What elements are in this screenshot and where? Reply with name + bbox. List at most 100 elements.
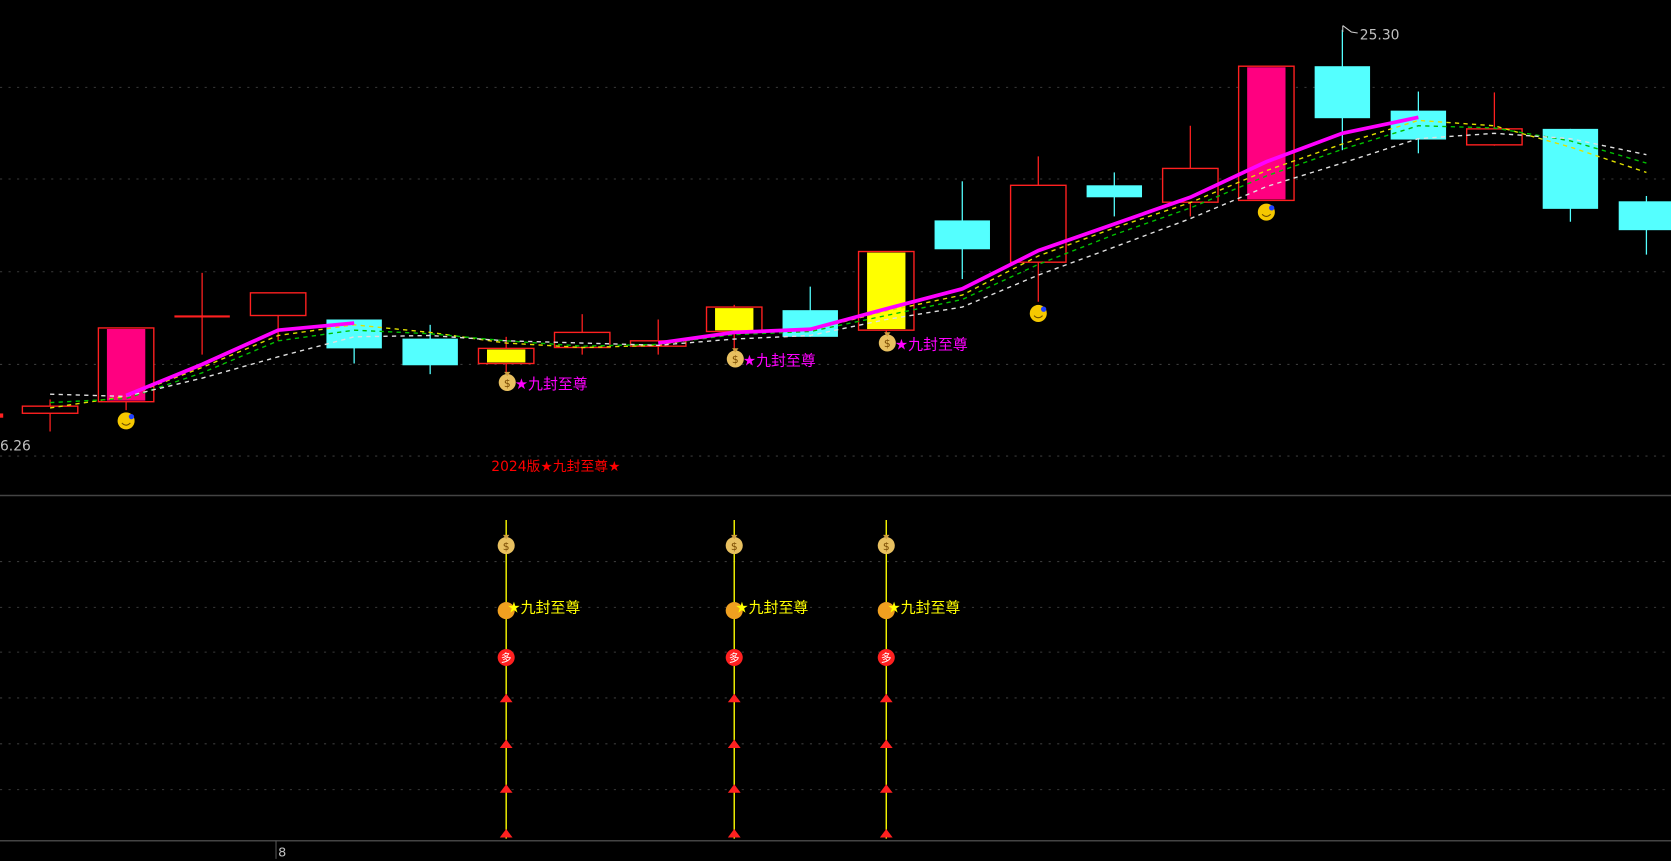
up-arrow-icon (499, 784, 513, 793)
candle-body-fill (867, 252, 906, 330)
candle (1237, 65, 1295, 202)
ma-line-yellow (49, 119, 1647, 409)
duo-badge-icon (725, 648, 743, 666)
bag-body (726, 350, 744, 368)
dollar-sign: $ (504, 377, 511, 390)
up-arrow-icon (727, 829, 741, 838)
signal-label: ★九封至尊 (743, 351, 816, 369)
smiley-icon (1029, 304, 1047, 322)
bag-body (877, 537, 895, 555)
sub-signal-label: ★九封至尊 (735, 599, 808, 617)
flag-icon (1342, 25, 1358, 34)
duo-badge-icon (497, 648, 515, 666)
candle-body (1086, 185, 1143, 198)
rocket-face-icon (725, 602, 743, 620)
bag-tie (884, 332, 891, 337)
candle-body-fill (486, 349, 526, 363)
candle (934, 181, 990, 280)
smiley-mouth (1033, 315, 1043, 319)
up-arrow-icon (879, 739, 893, 749)
bag-tie (731, 534, 738, 540)
candle-body (934, 220, 990, 250)
candle-body (249, 292, 307, 317)
signal-label: ★九封至尊 (895, 335, 968, 353)
candle (97, 327, 155, 411)
candlesticks (21, 29, 1671, 432)
money-bag-icon: $ (877, 534, 895, 555)
candle-body-fill (715, 308, 754, 331)
grid-lines (0, 86, 1671, 791)
up-arrow-icon (499, 829, 513, 838)
candle (1618, 195, 1671, 255)
high-price-label: 25.30 (1360, 27, 1400, 43)
smiley-eye (1040, 306, 1047, 312)
bag-body (497, 537, 515, 555)
sub-signal-label: ★九封至尊 (887, 599, 960, 617)
signal-markers: $ ★九封至尊 $ ★九封至尊 $ ★九封至尊 (117, 203, 1275, 430)
bag-tie (504, 371, 511, 377)
candle-body (1465, 128, 1523, 146)
bag-tie (732, 348, 739, 353)
smiley-mouth (121, 422, 131, 426)
money-bag-icon: $ (725, 534, 743, 555)
candle (1009, 156, 1067, 302)
candle-body (21, 405, 79, 414)
candle (249, 292, 307, 341)
dollar-sign: $ (503, 540, 510, 553)
duo-badge-text: 多 (881, 652, 892, 665)
candle-body (1314, 66, 1371, 119)
x-axis-tick-label: 8 (278, 846, 286, 861)
bag-body (498, 373, 516, 392)
up-arrow-icon (727, 739, 741, 749)
bag-tie (883, 534, 890, 540)
smiley-eye (1269, 205, 1275, 211)
candle (553, 314, 611, 355)
up-arrow-icon (499, 693, 513, 703)
up-arrow-icon (879, 784, 893, 793)
ma-line-magenta (125, 115, 1419, 398)
up-arrow-icon (879, 693, 893, 703)
signal-label: ★九封至尊 (515, 375, 588, 393)
candle-body-fill (1247, 67, 1286, 200)
up-arrow-icon (727, 693, 741, 703)
candle (1314, 29, 1371, 151)
ma-line-green (50, 125, 1647, 404)
up-arrow-icon (727, 784, 741, 793)
candle (629, 319, 687, 355)
bag-body (878, 334, 896, 352)
sub-signal-label: ★九封至尊 (507, 599, 580, 617)
high-marker: 25.30 (1342, 25, 1400, 43)
duo-badge-text: 多 (729, 652, 740, 665)
candle (1542, 128, 1599, 222)
candle-body (1618, 201, 1671, 231)
candle (1465, 92, 1523, 146)
candle (857, 250, 915, 336)
dollar-sign: $ (884, 337, 891, 350)
up-arrow-icon (499, 739, 513, 749)
candle (705, 304, 763, 352)
candle-body (1009, 184, 1067, 263)
low-price-label: 6.26 (0, 439, 31, 455)
up-arrow-icon (879, 829, 893, 838)
dollar-sign: $ (883, 540, 890, 553)
duo-badge-text: 多 (501, 652, 512, 665)
rocket-face-icon (877, 602, 895, 620)
candle (21, 399, 79, 432)
ma-line-white (50, 132, 1647, 398)
smiley-icon (1257, 203, 1275, 221)
indicator-banner: 2024版★九封至尊★ (491, 458, 620, 475)
candle-body (629, 340, 687, 347)
dollar-sign: $ (731, 540, 738, 553)
candle (1086, 172, 1143, 217)
duo-badge-icon (877, 648, 895, 666)
smiley-eye (128, 413, 135, 420)
money-bag-icon: $ (726, 348, 744, 368)
money-bag-icon: $ (497, 534, 515, 555)
smiley-icon (117, 412, 135, 430)
money-bag-icon: $ (878, 332, 896, 352)
bag-tie (502, 534, 510, 540)
bag-body (725, 537, 743, 555)
moving-averages (49, 115, 1647, 409)
